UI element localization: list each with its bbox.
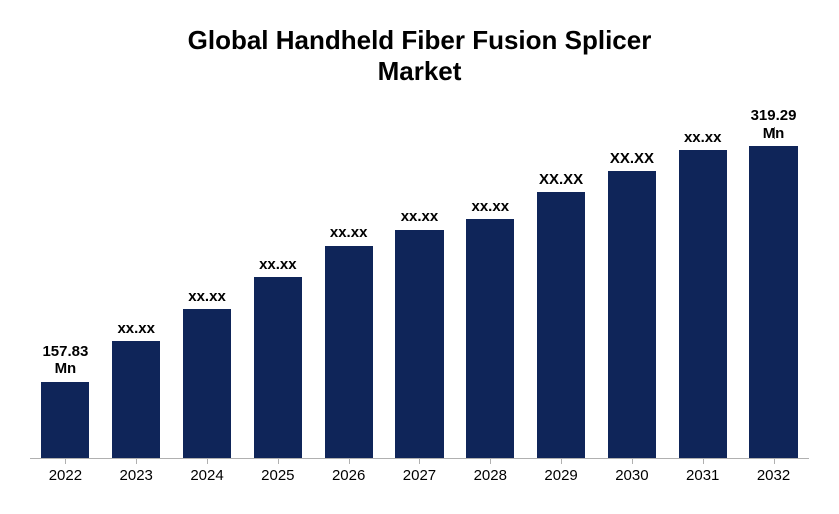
bar-value-label: xx.xx bbox=[472, 198, 510, 215]
bar-value-label: xx.xx bbox=[188, 288, 226, 305]
x-axis-label: 2029 bbox=[526, 467, 597, 484]
bar-value-label: 157.83 Mn bbox=[42, 343, 88, 378]
bar-value-label: XX.XX bbox=[610, 150, 654, 167]
bar-value-label: XX.XX bbox=[539, 171, 583, 188]
bar-value-label: xx.xx bbox=[330, 224, 368, 241]
x-axis-label: 2027 bbox=[384, 467, 455, 484]
chart-title: Global Handheld Fiber Fusion Splicer Mar… bbox=[30, 25, 809, 87]
tick-line bbox=[278, 458, 279, 464]
x-axis-label: 2026 bbox=[313, 467, 384, 484]
bar bbox=[749, 146, 797, 458]
bar-value-label: xx.xx bbox=[259, 256, 297, 273]
bar-group: xx.xx bbox=[313, 107, 384, 458]
tick-line bbox=[774, 458, 775, 464]
bar-group: 157.83 Mn bbox=[30, 107, 101, 458]
chart-title-line2: Market bbox=[30, 56, 809, 87]
tick-line bbox=[65, 458, 66, 464]
x-axis-label: 2025 bbox=[242, 467, 313, 484]
bar bbox=[183, 309, 231, 458]
bar-group: xx.xx bbox=[101, 107, 172, 458]
bar bbox=[112, 341, 160, 458]
x-axis-label: 2030 bbox=[597, 467, 668, 484]
bar-group: xx.xx bbox=[667, 107, 738, 458]
x-axis-label: 2022 bbox=[30, 467, 101, 484]
bar-value-label: xx.xx bbox=[117, 320, 155, 337]
tick-line bbox=[490, 458, 491, 464]
tick-line bbox=[349, 458, 350, 464]
plot-area: 157.83 Mn xx.xx xx.xx xx.xx xx.xx xx.xx xx.xx X… bbox=[30, 107, 809, 459]
bar bbox=[466, 219, 514, 458]
bar bbox=[325, 246, 373, 459]
bar-value-label: xx.xx bbox=[401, 208, 439, 225]
x-axis-label: 2031 bbox=[667, 467, 738, 484]
x-axis-label: 2028 bbox=[455, 467, 526, 484]
chart-title-line1: Global Handheld Fiber Fusion Splicer bbox=[30, 25, 809, 56]
tick-line bbox=[632, 458, 633, 464]
x-axis-label: 2024 bbox=[172, 467, 243, 484]
bar-group: xx.xx bbox=[384, 107, 455, 458]
bar bbox=[41, 382, 89, 459]
bar bbox=[608, 171, 656, 458]
bar-group: 319.29 Mn bbox=[738, 107, 809, 458]
tick-line bbox=[703, 458, 704, 464]
chart-container: Global Handheld Fiber Fusion Splicer Mar… bbox=[0, 0, 839, 514]
bar-group: XX.XX bbox=[526, 107, 597, 458]
tick-line bbox=[207, 458, 208, 464]
tick-line bbox=[136, 458, 137, 464]
bar-group: xx.xx bbox=[242, 107, 313, 458]
x-axis-label: 2023 bbox=[101, 467, 172, 484]
x-axis-label: 2032 bbox=[738, 467, 809, 484]
bar bbox=[537, 192, 585, 458]
bar-group: xx.xx bbox=[455, 107, 526, 458]
bar bbox=[679, 150, 727, 458]
bar bbox=[395, 230, 443, 458]
bar-group: xx.xx bbox=[172, 107, 243, 458]
bar-value-label: xx.xx bbox=[684, 129, 722, 146]
tick-line bbox=[561, 458, 562, 464]
bar-group: XX.XX bbox=[597, 107, 668, 458]
x-axis: 2022202320242025202620272028202920302031… bbox=[30, 467, 809, 484]
leader-line bbox=[774, 127, 775, 139]
bars-wrapper: 157.83 Mn xx.xx xx.xx xx.xx xx.xx xx.xx xx.xx X… bbox=[30, 107, 809, 458]
bar bbox=[254, 277, 302, 458]
tick-line bbox=[419, 458, 420, 464]
